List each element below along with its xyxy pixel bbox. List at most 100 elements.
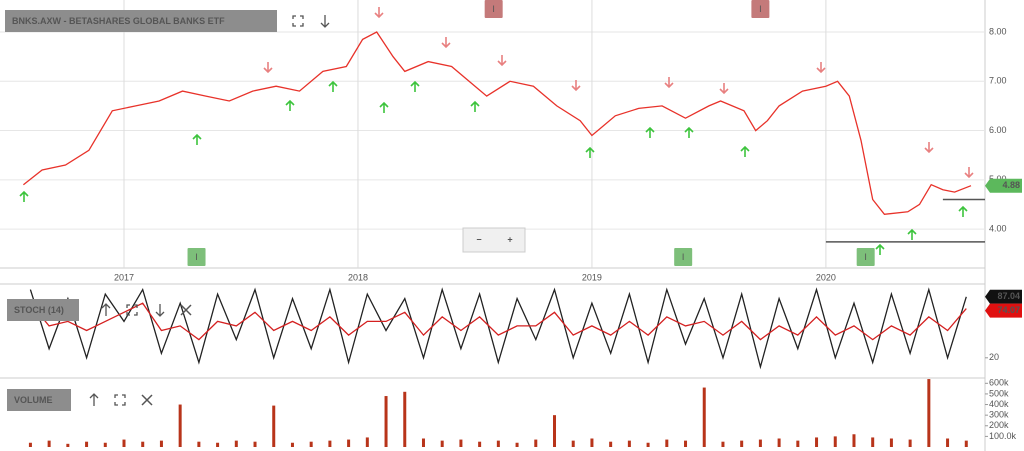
volume-bar <box>665 439 669 447</box>
y-tick-label: 7.00 <box>989 76 1007 86</box>
volume-bar <box>28 442 32 447</box>
toolbar-icon[interactable] <box>126 304 138 316</box>
volume-bar <box>440 440 444 447</box>
volume-bar <box>347 439 351 447</box>
y-tick-label: 4.00 <box>989 223 1007 233</box>
event-badge <box>856 248 875 266</box>
volume-bar <box>721 441 725 447</box>
volume-bar <box>253 441 257 447</box>
y-tick-label: 100.0k <box>989 431 1017 441</box>
volume-bar <box>328 440 332 447</box>
volume-bar <box>571 440 575 447</box>
sell-arrow <box>441 37 451 49</box>
y-tick-label: 20 <box>989 352 999 362</box>
event-label: I <box>195 252 198 262</box>
volume-bar <box>403 391 407 447</box>
x-tick-label: 2020 <box>816 272 836 282</box>
sell-arrow <box>924 142 934 154</box>
toolbar-icon[interactable] <box>89 393 99 406</box>
sell-arrow <box>664 77 674 89</box>
buy-arrow <box>740 145 750 157</box>
volume-bar <box>496 440 500 447</box>
sell-arrow <box>816 62 826 74</box>
y-tick-label: 600k <box>989 378 1009 388</box>
volume-bar <box>515 442 519 447</box>
last-value-label: 4.88 <box>1002 180 1020 190</box>
volume-bar <box>85 441 89 447</box>
volume-bar <box>740 440 744 447</box>
toolbar-icon[interactable] <box>114 394 126 406</box>
zoom-out[interactable]: − <box>476 234 481 244</box>
buy-arrow <box>907 228 917 240</box>
buy-arrow <box>645 126 655 138</box>
panel-title: STOCH (14) <box>14 305 64 315</box>
x-tick-label: 2018 <box>348 272 368 282</box>
volume-bar <box>478 441 482 447</box>
volume-bar <box>141 441 145 447</box>
buy-arrow <box>19 190 29 202</box>
event-label: I <box>759 4 762 14</box>
event-label: I <box>682 252 685 262</box>
series-line <box>22 31 972 215</box>
buy-arrow <box>285 99 295 111</box>
tag-shape <box>985 289 1022 304</box>
event-badge <box>751 0 770 18</box>
panel-title-box <box>7 299 79 321</box>
buy-arrow <box>470 100 480 112</box>
sell-arrow <box>374 7 384 19</box>
zoom-in[interactable]: + <box>507 234 512 244</box>
volume-bar <box>159 440 163 447</box>
volume-bar <box>927 379 931 447</box>
volume-bar <box>459 439 463 447</box>
buy-arrow <box>875 243 885 255</box>
volume-bar <box>852 434 856 447</box>
last-value-label: 74.07 <box>997 305 1020 315</box>
zoom-control <box>462 227 526 253</box>
buy-arrow <box>379 101 389 113</box>
panel-title-box <box>5 10 277 32</box>
volume-bar <box>272 405 276 447</box>
event-badge <box>484 0 503 18</box>
event-label: I <box>864 252 867 262</box>
tag-shape <box>985 178 1022 193</box>
y-tick-label: 6.00 <box>989 125 1007 135</box>
sell-arrow <box>263 62 273 74</box>
buy-arrow <box>958 205 968 217</box>
volume-bar <box>833 436 837 447</box>
volume-bar <box>908 439 912 447</box>
buy-arrow <box>328 80 338 92</box>
event-label: I <box>492 4 495 14</box>
series-line <box>29 287 967 370</box>
volume-bar <box>553 415 557 447</box>
volume-bar <box>384 396 388 447</box>
volume-bar <box>103 442 107 447</box>
toolbar-icon[interactable] <box>320 15 330 28</box>
toolbar-icon[interactable] <box>101 303 111 316</box>
sell-arrow <box>497 55 507 67</box>
panel-title: BNKS.AXW - BETASHARES GLOBAL BANKS ETF <box>12 16 225 26</box>
toolbar-icon[interactable] <box>180 304 192 316</box>
volume-bar <box>309 441 313 447</box>
buy-arrow <box>410 80 420 92</box>
volume-bar <box>777 438 781 447</box>
buy-arrow <box>192 133 202 145</box>
toolbar-icon[interactable] <box>141 394 153 406</box>
volume-bar <box>66 443 70 447</box>
volume-bar <box>590 438 594 447</box>
volume-bar <box>946 438 950 447</box>
volume-bar <box>421 438 425 447</box>
buy-arrow <box>684 126 694 138</box>
panel-title: VOLUME <box>14 395 53 405</box>
y-tick-label: 8.00 <box>989 26 1007 36</box>
toolbar-icon[interactable] <box>292 15 304 27</box>
volume-bar <box>758 439 762 447</box>
y-tick-label: 500k <box>989 388 1009 398</box>
volume-bar <box>702 387 706 447</box>
toolbar-icon[interactable] <box>155 304 165 317</box>
volume-bar <box>365 437 369 447</box>
series-line <box>29 302 967 341</box>
volume-bar <box>871 437 875 447</box>
volume-bar <box>889 438 893 447</box>
volume-bar <box>290 442 294 447</box>
